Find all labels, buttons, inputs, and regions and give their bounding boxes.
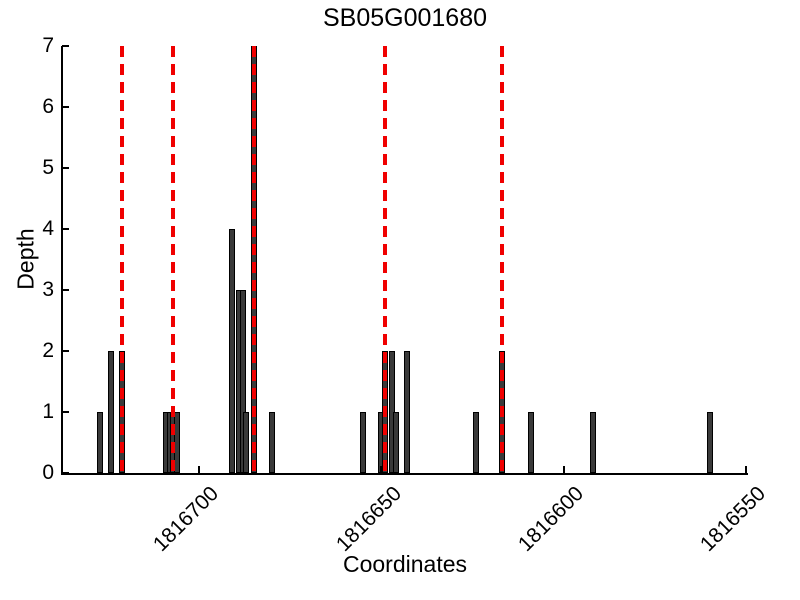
x-tick-label: 1816650 [331, 482, 406, 557]
snp-marker-line [251, 46, 256, 473]
depth-bar [268, 412, 275, 473]
y-axis-spine [61, 46, 63, 474]
x-axis-label: Coordinates [342, 551, 468, 577]
y-tick-mark [62, 472, 69, 474]
x-tick-mark [380, 466, 383, 473]
y-tick-mark [62, 106, 69, 108]
depth-bar [239, 290, 246, 473]
y-tick-label: 7 [42, 34, 54, 57]
depth-bar [97, 412, 104, 473]
x-tick-label: 1816600 [513, 482, 588, 557]
depth-bar [228, 229, 235, 473]
x-tick-label: 1816700 [149, 482, 224, 557]
depth-bar [403, 351, 410, 473]
y-tick-label: 6 [42, 95, 54, 118]
x-tick-mark [197, 466, 200, 473]
y-tick-label: 4 [42, 217, 54, 240]
snp-marker-line [499, 46, 504, 473]
depth-bar [392, 412, 399, 473]
x-tick-mark [562, 466, 565, 473]
y-tick-label: 1 [42, 400, 54, 423]
depth-bar [243, 412, 250, 473]
y-tick-mark [62, 289, 69, 291]
chart-title: SB05G001680 [322, 4, 488, 32]
y-tick-label: 0 [42, 461, 54, 484]
x-tick-label: 1816550 [696, 482, 771, 557]
y-tick-mark [62, 411, 69, 413]
depth-bar [360, 412, 367, 473]
x-tick-mark [745, 466, 748, 473]
y-tick-label: 5 [42, 156, 54, 179]
y-tick-label: 3 [42, 278, 54, 301]
depth-bar [473, 412, 480, 473]
depth-bar [527, 412, 534, 473]
depth-bar [589, 412, 596, 473]
depth-bar [108, 351, 115, 473]
y-tick-mark [62, 350, 69, 352]
y-tick-mark [62, 45, 69, 47]
snp-marker-line [120, 46, 125, 473]
depth-bar [706, 412, 713, 473]
y-tick-label: 2 [42, 339, 54, 362]
x-axis-spine [61, 473, 748, 475]
y-tick-mark [62, 167, 69, 169]
y-tick-mark [62, 228, 69, 230]
snp-marker-line [171, 46, 176, 473]
snp-marker-line [382, 46, 387, 473]
